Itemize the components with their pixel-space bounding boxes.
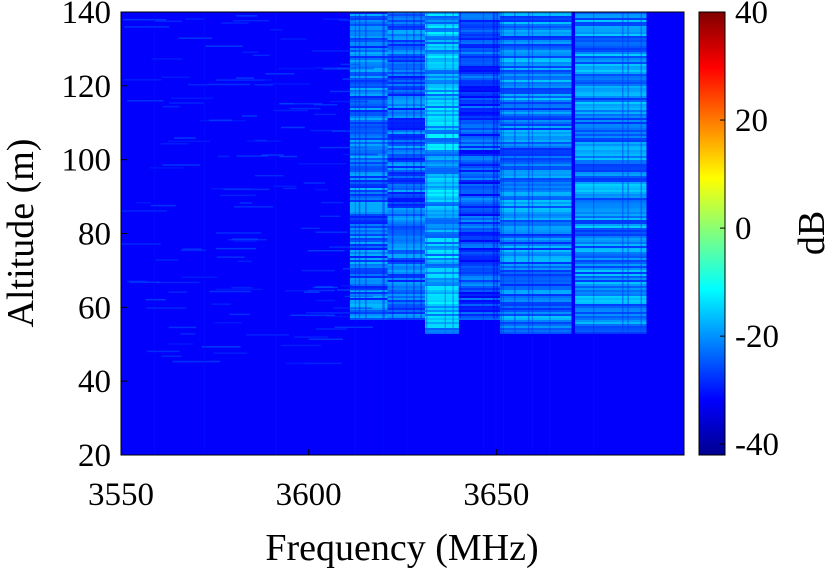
x-axis-title: Frequency (MHz) xyxy=(265,527,538,569)
x-axis: 3550 3600 3650 xyxy=(88,449,529,513)
y-axis: 20 40 60 80 100 120 140 xyxy=(62,0,127,474)
colorbar-tick-label: -40 xyxy=(735,427,779,463)
y-axis-title: Altitude (m) xyxy=(0,139,42,328)
band-1 xyxy=(387,12,426,320)
colorbar-tick-label: 20 xyxy=(735,103,768,139)
y-tick-label: 60 xyxy=(78,290,111,326)
heatmap-streaks xyxy=(121,12,595,455)
plot-area xyxy=(120,11,685,456)
y-tick-label: 100 xyxy=(62,143,112,179)
band-0 xyxy=(349,12,388,320)
band-5 xyxy=(575,12,647,334)
y-tick-label: 120 xyxy=(62,69,112,105)
x-tick-label: 3600 xyxy=(276,477,342,513)
colorbar-tick-label: 40 xyxy=(735,0,768,31)
colorbar: 40 20 0 -20 -40 dB xyxy=(698,0,830,463)
colorbar-tick-label: 0 xyxy=(735,211,752,247)
colorbar-title: dB xyxy=(791,211,830,255)
y-tick-label: 20 xyxy=(78,438,111,474)
colorbar-ticks: 40 20 0 -20 -40 xyxy=(720,0,779,463)
colorbar-tick-label: -20 xyxy=(735,319,779,355)
x-tick-label: 3550 xyxy=(88,477,154,513)
heatmap-bands xyxy=(349,12,647,334)
y-tick-label: 140 xyxy=(62,0,112,31)
band-3 xyxy=(458,12,501,320)
x-tick-label: 3650 xyxy=(463,477,529,513)
y-tick-label: 40 xyxy=(78,364,111,400)
band-2 xyxy=(425,12,459,334)
colorbar-gradient xyxy=(698,11,726,456)
y-tick-label: 80 xyxy=(78,217,111,253)
band-4 xyxy=(500,12,572,334)
